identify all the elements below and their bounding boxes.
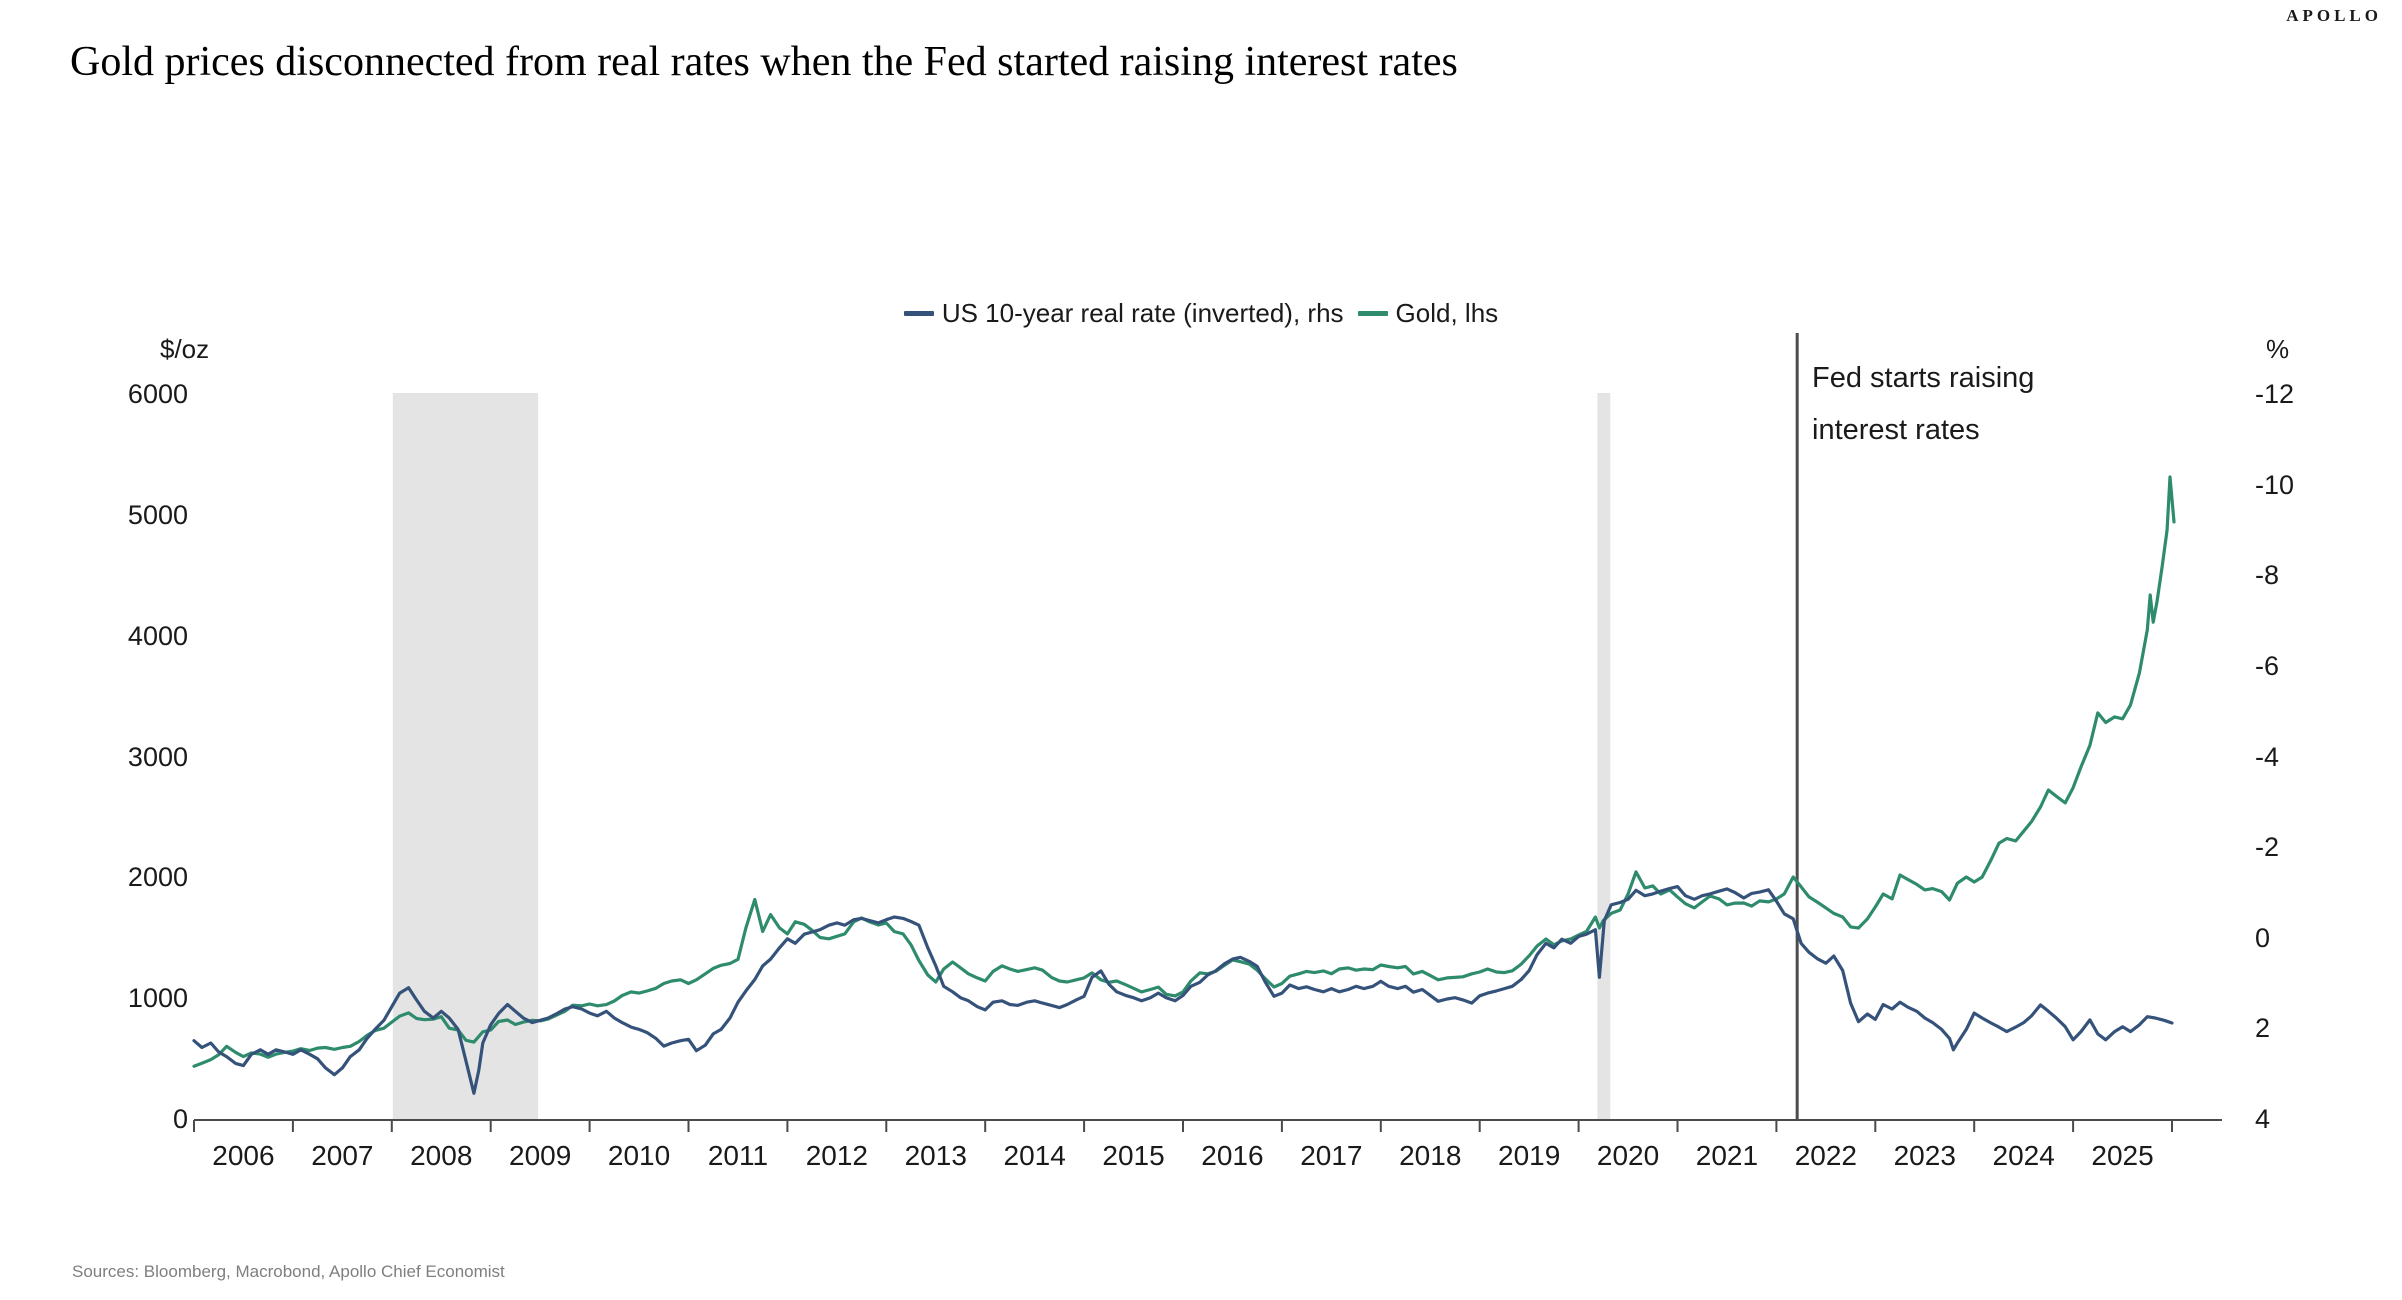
legend-item-gold: Gold, lhs xyxy=(1357,298,1499,329)
chart-legend: US 10-year real rate (inverted), rhs Gol… xyxy=(0,298,2402,329)
apollo-logo: APOLLO xyxy=(2286,6,2382,25)
right-axis-tick-label: -12 xyxy=(2255,378,2295,409)
left-axis-tick-label: 5000 xyxy=(127,499,188,530)
x-axis-year-label: 2016 xyxy=(1201,1140,1264,1171)
page-title: Gold prices disconnected from real rates… xyxy=(70,39,1458,85)
right-axis-tick-label: 4 xyxy=(2255,1103,2271,1134)
gold-line-swatch xyxy=(1357,311,1388,316)
x-axis-year-label: 2012 xyxy=(805,1140,868,1171)
left-axis-tick-label: 0 xyxy=(172,1103,188,1134)
x-axis-year-label: 2025 xyxy=(2091,1140,2154,1171)
x-axis-year-label: 2020 xyxy=(1596,1140,1660,1171)
x-axis-year-label: 2006 xyxy=(212,1140,275,1171)
legend-item-rate: US 10-year real rate (inverted), rhs xyxy=(903,298,1344,329)
right-axis-tick-label: 0 xyxy=(2255,922,2271,953)
x-axis-year-label: 2019 xyxy=(1497,1140,1561,1171)
right-axis-tick-label: 2 xyxy=(2255,1013,2271,1044)
x-axis-year-label: 2024 xyxy=(1992,1140,2055,1171)
right-axis-tick-label: -6 xyxy=(2255,650,2280,681)
fed-annotation-line2: interest rates xyxy=(1812,414,1980,446)
left-axis-tick-label: 1000 xyxy=(127,983,188,1014)
fed-annotation: Fed starts raising interest rates xyxy=(1812,352,2034,456)
right-axis-unit: % xyxy=(2266,334,2290,364)
left-axis-unit: $/oz xyxy=(160,334,210,364)
right-axis-tick-label: -8 xyxy=(2255,560,2280,591)
x-axis-year-label: 2011 xyxy=(707,1140,769,1171)
left-axis-tick-label: 4000 xyxy=(127,620,188,651)
fed-annotation-line1: Fed starts raising xyxy=(1812,362,2035,394)
left-axis-tick-label: 3000 xyxy=(127,741,188,772)
sources-note: Sources: Bloomberg, Macrobond, Apollo Ch… xyxy=(72,1262,505,1281)
x-axis-year-label: 2023 xyxy=(1893,1140,1956,1171)
x-axis-year-label: 2010 xyxy=(607,1140,671,1171)
x-axis-year-label: 2021 xyxy=(1695,1140,1759,1171)
x-axis-year-label: 2015 xyxy=(1102,1140,1165,1171)
real-rate-series-line xyxy=(192,884,2174,1095)
legend-label-rate: US 10-year real rate (inverted), rhs xyxy=(941,298,1344,328)
rate-line-swatch xyxy=(903,311,934,316)
x-axis-year-label: 2022 xyxy=(1794,1140,1857,1171)
right-axis-tick-label: -4 xyxy=(2255,741,2280,772)
legend-label-gold: Gold, lhs xyxy=(1395,298,1499,328)
x-axis-year-label: 2014 xyxy=(1003,1140,1066,1171)
x-axis-year-label: 2013 xyxy=(904,1140,967,1171)
recession-band-2 xyxy=(1597,393,1611,1120)
left-axis-tick-label: 2000 xyxy=(127,862,188,893)
x-axis-year-label: 2009 xyxy=(508,1140,572,1171)
right-axis-tick-label: -2 xyxy=(2255,832,2280,863)
left-axis-tick-label: 6000 xyxy=(127,378,188,409)
x-axis-year-label: 2017 xyxy=(1300,1140,1363,1171)
x-axis-year-label: 2018 xyxy=(1399,1140,1462,1171)
x-axis-year-label: 2007 xyxy=(311,1140,374,1171)
right-axis-tick-label: -10 xyxy=(2255,469,2295,500)
x-axis-year-label: 2008 xyxy=(410,1140,473,1171)
